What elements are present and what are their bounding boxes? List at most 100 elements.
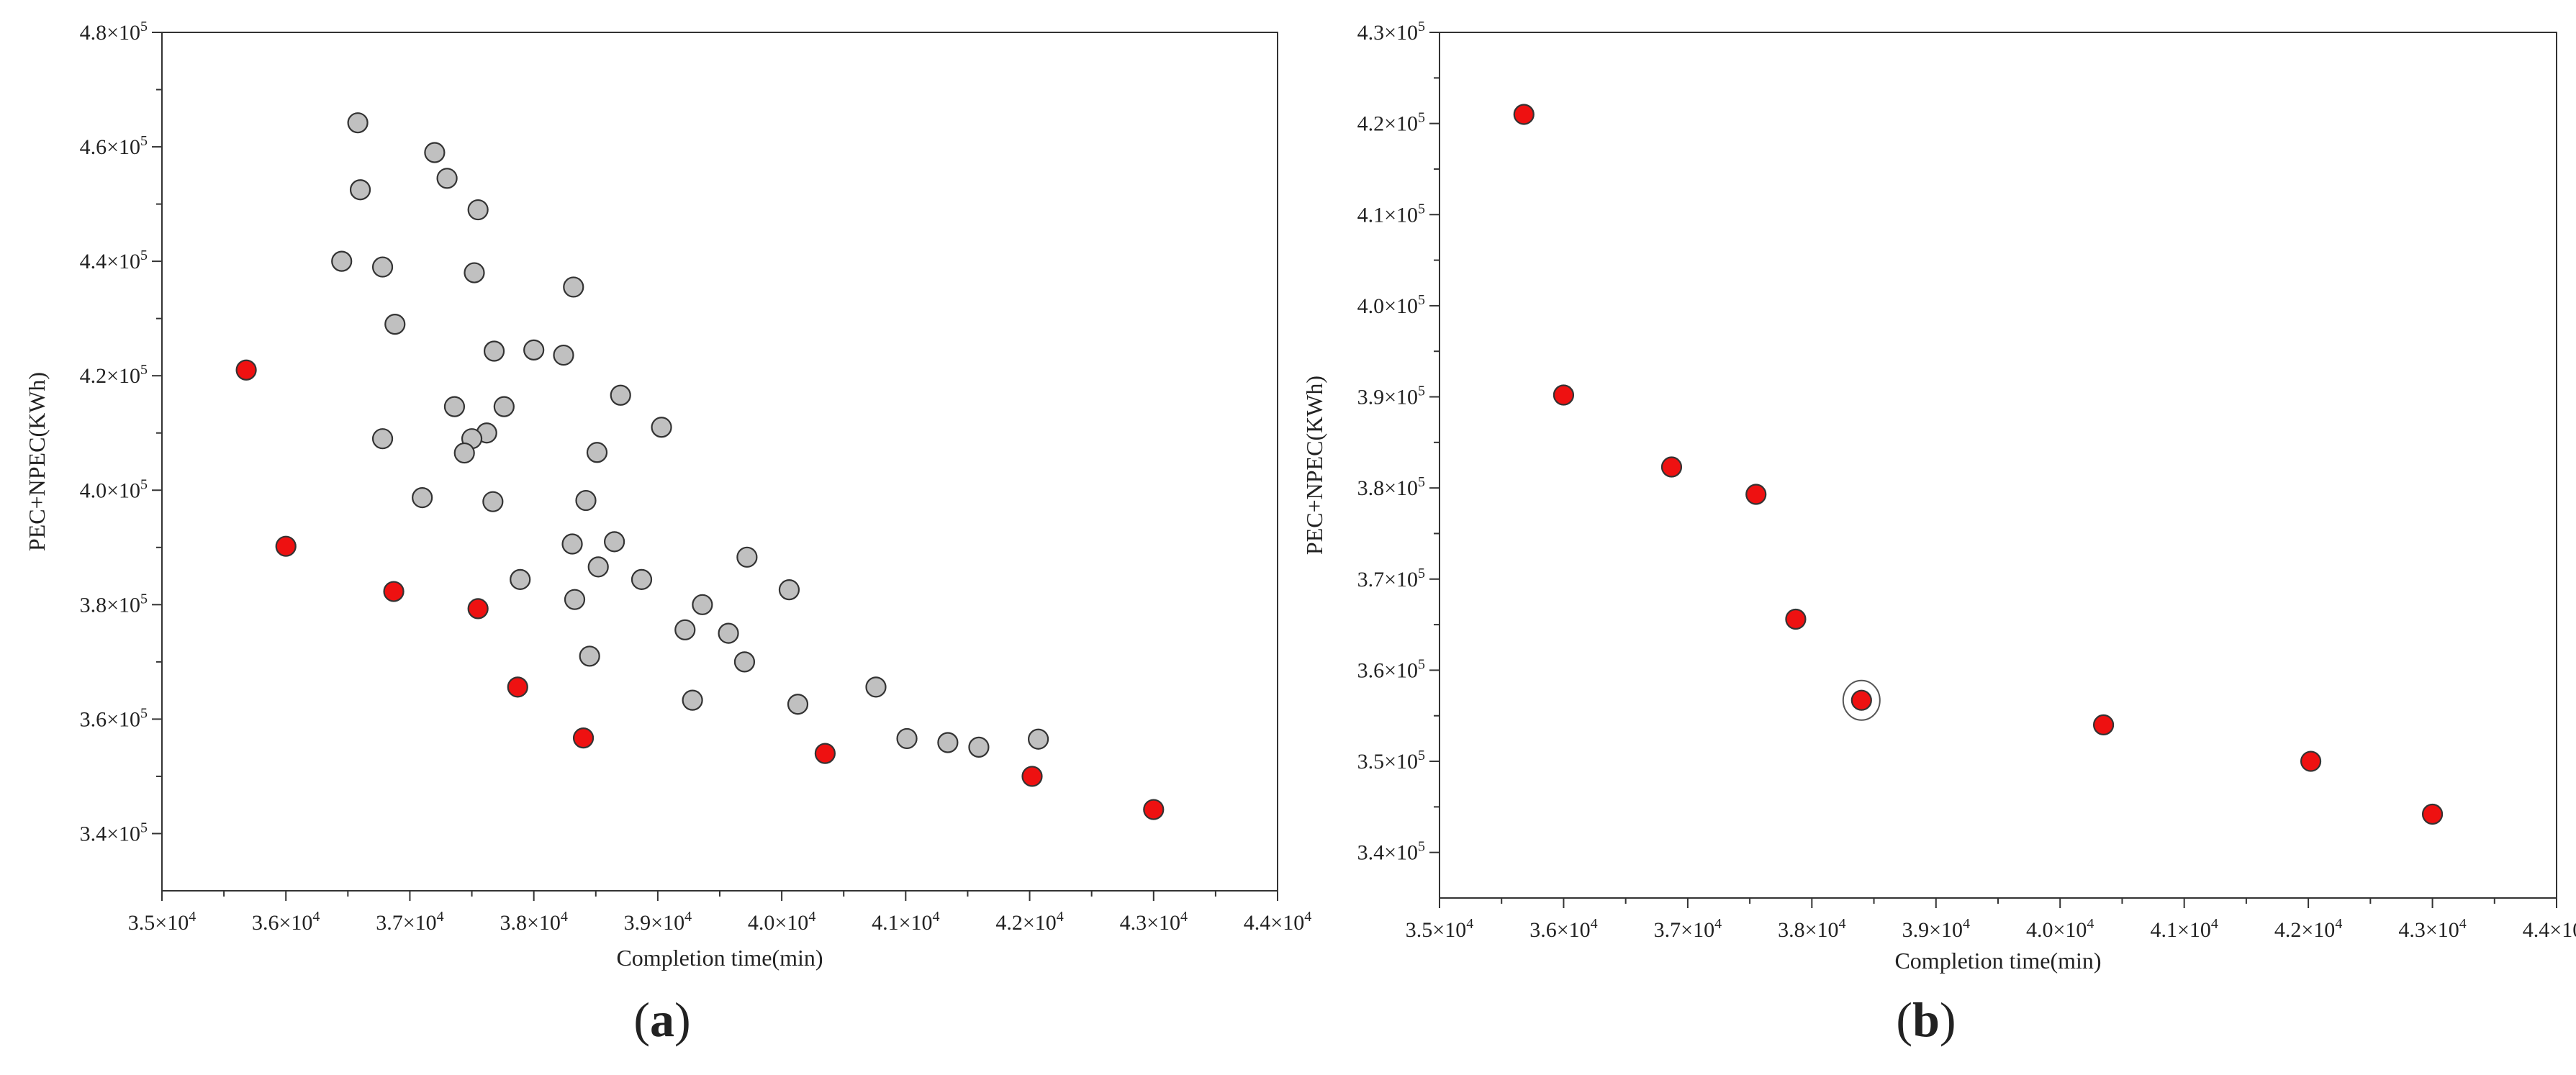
y-tick-label: 3.8×105	[1357, 474, 1425, 500]
gray-point	[937, 732, 959, 753]
panel-label: (a)	[633, 992, 690, 1047]
red-point	[814, 743, 836, 764]
gray-point	[718, 622, 739, 644]
gray-point	[464, 262, 485, 284]
gray-point	[968, 736, 990, 758]
x-tick-label: 3.8×104	[500, 909, 567, 935]
gray-point	[651, 417, 672, 438]
gray-point	[523, 339, 545, 361]
gray-point	[493, 396, 515, 417]
x-tick-label: 3.5×104	[1406, 916, 1473, 942]
red-point	[1785, 608, 1807, 630]
gray-point	[604, 531, 625, 553]
x-tick-label: 3.7×104	[1654, 916, 1722, 942]
x-tick-label: 3.7×104	[376, 909, 443, 935]
x-tick-label: 4.4×104	[2523, 916, 2576, 942]
x-tick-label: 3.6×104	[1529, 916, 1597, 942]
red-point	[2300, 750, 2322, 772]
gray-point	[347, 112, 369, 134]
y-axis-title: PEC+NPEC(KWh)	[1301, 376, 1327, 555]
y-tick-label: 4.2×105	[1357, 110, 1425, 136]
red-point	[275, 535, 297, 557]
red-point	[1553, 384, 1575, 406]
plot-frame	[1439, 32, 2557, 899]
red-point	[1021, 766, 1043, 787]
gray-point	[483, 340, 505, 362]
gray-point	[371, 256, 394, 278]
gray-point	[563, 276, 584, 298]
x-tick-label: 4.4×104	[1244, 909, 1311, 935]
gray-point	[564, 589, 586, 610]
red-point	[2421, 803, 2444, 825]
y-tick-label: 4.6×105	[80, 133, 148, 159]
x-tick-label: 4.3×104	[1120, 909, 1188, 935]
x-tick-label: 3.9×104	[1902, 916, 1970, 942]
gray-point	[778, 579, 800, 601]
gray-point	[443, 396, 466, 417]
y-tick-label: 3.6×105	[80, 705, 148, 731]
chart-panel-b: 3.5×104 3.6×104 3.7×104 3.8×104 3.9×104 4.0×1…	[1301, 19, 2576, 1047]
x-tick-label: 3.5×104	[128, 909, 196, 935]
red-point	[383, 581, 405, 602]
y-tick-label: 4.2×105	[80, 362, 148, 388]
gray-point	[412, 487, 433, 509]
red-point	[1850, 689, 1872, 711]
red-point	[467, 598, 489, 620]
gray-point	[436, 168, 458, 189]
gray-point	[896, 727, 918, 750]
gray-point	[736, 546, 758, 568]
y-tick-label: 3.7×105	[1357, 566, 1425, 591]
x-tick-label: 4.0×104	[748, 909, 815, 935]
y-tick-label: 4.3×105	[1357, 19, 1425, 45]
red-point	[1745, 484, 1767, 505]
x-tick-label: 4.2×104	[2274, 916, 2342, 942]
x-tick-label: 3.8×104	[1778, 916, 1845, 942]
y-tick-label: 3.6×105	[1357, 656, 1425, 682]
gray-point	[424, 142, 446, 163]
y-tick-label: 3.5×105	[1357, 748, 1425, 774]
gray-point	[579, 645, 600, 667]
gray-point	[453, 442, 475, 464]
gray-point	[674, 619, 696, 640]
gray-point	[1028, 728, 1049, 750]
x-axis-title: Completion time(min)	[616, 945, 823, 971]
gray-point	[331, 250, 353, 272]
y-axis-title: PEC+NPEC(KWh)	[24, 372, 50, 551]
x-tick-label: 4.2×104	[995, 909, 1063, 935]
x-tick-label: 4.1×104	[872, 909, 939, 935]
gray-point	[692, 594, 713, 615]
y-tick-label: 4.0×105	[80, 476, 148, 502]
y-tick-label: 3.4×105	[80, 820, 148, 845]
x-axis-title: Completion time(min)	[1894, 948, 2101, 974]
gray-point	[349, 179, 371, 201]
gray-point	[561, 533, 583, 555]
gray-point	[575, 489, 597, 512]
red-point	[507, 676, 528, 698]
y-tick-label: 3.9×105	[1357, 384, 1425, 409]
y-tick-label: 4.4×105	[80, 248, 148, 273]
gray-point	[553, 344, 574, 366]
panel-label: (b)	[1896, 992, 1956, 1047]
y-tick-label: 3.8×105	[80, 591, 148, 617]
red-point	[1143, 799, 1165, 820]
gray-point	[787, 694, 809, 715]
x-tick-label: 4.1×104	[2150, 916, 2218, 942]
gray-point	[467, 199, 489, 221]
gray-point	[510, 568, 531, 590]
red-point	[235, 359, 257, 381]
gray-point	[865, 676, 887, 698]
gray-point	[384, 314, 406, 335]
y-tick-label: 4.0×105	[1357, 292, 1425, 318]
gray-point	[610, 384, 631, 406]
red-point	[572, 727, 595, 749]
x-tick-label: 3.9×104	[624, 909, 692, 935]
chart-panel-a: 3.5×104 3.6×104 3.7×104 3.8×104 3.9×104 4.0×1…	[24, 19, 1311, 1047]
red-point	[1660, 456, 1683, 478]
x-tick-label: 4.3×104	[2398, 916, 2466, 942]
gray-point	[371, 428, 394, 450]
gray-point	[587, 556, 609, 578]
gray-point	[586, 442, 608, 463]
y-tick-label: 4.8×105	[80, 19, 148, 45]
gray-point	[631, 568, 653, 590]
